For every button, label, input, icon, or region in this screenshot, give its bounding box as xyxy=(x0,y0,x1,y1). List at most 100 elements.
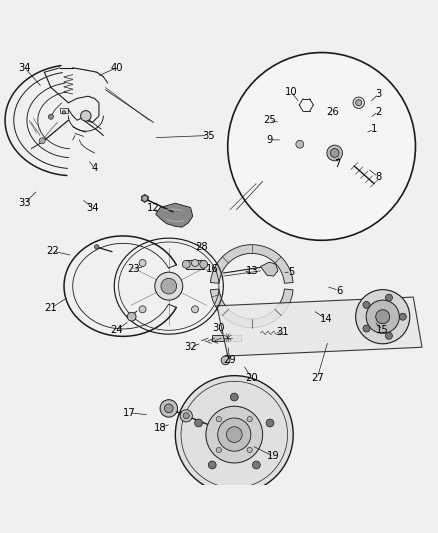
Bar xyxy=(334,118,338,138)
Circle shape xyxy=(363,325,370,332)
Bar xyxy=(354,142,364,146)
Text: 15: 15 xyxy=(376,325,389,335)
Circle shape xyxy=(95,245,99,249)
Circle shape xyxy=(127,312,136,321)
Polygon shape xyxy=(261,262,278,276)
Circle shape xyxy=(356,289,410,344)
Polygon shape xyxy=(283,140,313,157)
Bar xyxy=(60,108,68,113)
Text: 35: 35 xyxy=(202,131,214,141)
Polygon shape xyxy=(155,203,193,227)
Text: 17: 17 xyxy=(123,408,136,418)
Circle shape xyxy=(296,140,304,148)
Circle shape xyxy=(39,138,45,144)
Circle shape xyxy=(363,302,370,309)
Text: 23: 23 xyxy=(127,264,140,273)
Bar xyxy=(293,139,306,150)
Circle shape xyxy=(399,313,406,320)
Circle shape xyxy=(161,278,177,294)
Text: 29: 29 xyxy=(223,356,236,365)
Circle shape xyxy=(62,111,66,114)
Text: 13: 13 xyxy=(245,266,258,276)
Circle shape xyxy=(200,261,208,268)
Circle shape xyxy=(180,410,192,422)
Polygon shape xyxy=(210,245,293,284)
Text: 25: 25 xyxy=(263,115,276,125)
Circle shape xyxy=(266,419,274,427)
Text: 30: 30 xyxy=(213,322,225,333)
Circle shape xyxy=(175,376,293,494)
Text: 16: 16 xyxy=(206,264,219,273)
Text: 20: 20 xyxy=(245,373,258,383)
Text: 5: 5 xyxy=(288,266,294,277)
Polygon shape xyxy=(217,297,422,356)
Circle shape xyxy=(230,393,238,401)
Text: 33: 33 xyxy=(18,198,31,208)
Circle shape xyxy=(247,447,252,453)
Text: 19: 19 xyxy=(267,451,280,462)
Text: 9: 9 xyxy=(266,135,272,145)
Circle shape xyxy=(366,300,399,333)
Circle shape xyxy=(191,260,198,266)
Circle shape xyxy=(247,416,252,422)
Circle shape xyxy=(48,114,53,119)
Bar xyxy=(354,133,364,139)
Circle shape xyxy=(155,272,183,300)
Circle shape xyxy=(139,306,146,313)
Polygon shape xyxy=(210,289,293,328)
Text: 22: 22 xyxy=(47,246,60,256)
Circle shape xyxy=(385,332,392,340)
Text: 10: 10 xyxy=(285,87,297,97)
Circle shape xyxy=(356,100,362,106)
Circle shape xyxy=(191,306,198,313)
Circle shape xyxy=(81,111,91,121)
Bar xyxy=(354,120,364,125)
Circle shape xyxy=(228,53,416,240)
Text: 4: 4 xyxy=(92,163,98,173)
Circle shape xyxy=(142,195,148,201)
Text: 2: 2 xyxy=(375,107,381,117)
Text: 8: 8 xyxy=(375,172,381,182)
Text: 21: 21 xyxy=(45,303,57,313)
Circle shape xyxy=(183,413,189,419)
Bar xyxy=(186,260,204,269)
Circle shape xyxy=(252,461,260,469)
Bar xyxy=(354,112,364,118)
Circle shape xyxy=(218,418,251,451)
Text: 31: 31 xyxy=(276,327,289,337)
Text: 7: 7 xyxy=(334,159,340,169)
Text: 26: 26 xyxy=(326,107,339,117)
Polygon shape xyxy=(319,140,354,171)
Text: 3: 3 xyxy=(375,89,381,99)
Circle shape xyxy=(221,356,230,365)
Circle shape xyxy=(353,97,364,108)
Bar xyxy=(285,142,308,155)
Circle shape xyxy=(160,400,177,417)
Text: 34: 34 xyxy=(18,63,31,73)
Text: 6: 6 xyxy=(336,286,342,295)
Circle shape xyxy=(376,310,390,324)
Circle shape xyxy=(139,260,146,266)
Bar xyxy=(212,335,241,341)
Bar xyxy=(354,128,364,132)
Circle shape xyxy=(194,419,202,427)
Circle shape xyxy=(182,261,190,268)
Circle shape xyxy=(327,145,343,161)
Text: 1: 1 xyxy=(371,124,377,134)
Circle shape xyxy=(330,149,339,157)
Text: 28: 28 xyxy=(195,242,208,252)
Circle shape xyxy=(208,461,216,469)
Circle shape xyxy=(164,404,173,413)
Circle shape xyxy=(385,294,392,301)
Circle shape xyxy=(216,447,222,453)
Text: 12: 12 xyxy=(147,203,160,213)
Text: 32: 32 xyxy=(184,342,197,352)
Text: 27: 27 xyxy=(311,373,324,383)
Text: 18: 18 xyxy=(154,423,166,433)
Bar xyxy=(356,103,362,116)
Circle shape xyxy=(226,427,242,442)
Text: 40: 40 xyxy=(110,63,123,73)
Text: 14: 14 xyxy=(320,314,332,324)
Text: 34: 34 xyxy=(86,203,99,213)
Circle shape xyxy=(216,416,222,422)
